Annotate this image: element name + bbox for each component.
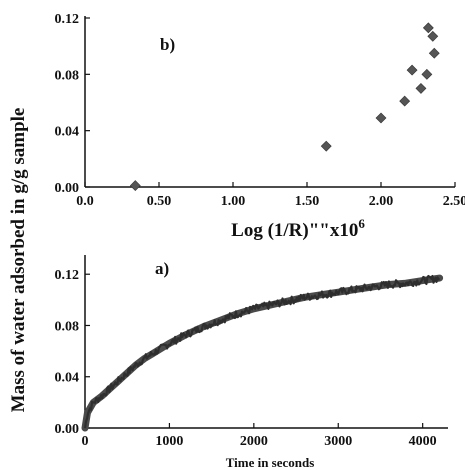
shared-y-axis-label: Mass of water adsorbed in g/g sample bbox=[8, 108, 29, 413]
panel-b-y-tick-label: 0.04 bbox=[55, 125, 80, 140]
panel-a-y-tick-label: 0.08 bbox=[55, 319, 80, 334]
panel-b-x-ticks: 0.0 0.50 1.00 1.50 2.00 2.50 bbox=[76, 182, 465, 209]
panel-a-label: a) bbox=[155, 259, 169, 278]
panel-a-x-tick-label: 1000 bbox=[155, 434, 183, 449]
panel-b-y-tick-label: 0.08 bbox=[55, 68, 80, 83]
panel-b-x-tick-label: 2.50 bbox=[443, 194, 465, 209]
panel-a-axes bbox=[84, 255, 448, 429]
panel-a-x-ticks: 0 1000 2000 3000 4000 bbox=[82, 423, 437, 449]
panel-b-label: b) bbox=[160, 35, 175, 54]
panel-a-series-band bbox=[81, 274, 444, 432]
line-panel-a: 0.00 0.04 0.08 0.12 0 1000 2000 3000 4000 a) Ti… bbox=[55, 255, 448, 470]
panel-a-x-tick-label: 4000 bbox=[409, 434, 437, 449]
panel-b-data-point bbox=[375, 112, 387, 124]
panel-b-points bbox=[129, 22, 440, 192]
panel-b-x-axis-label-main: Log (1/R)""x10 bbox=[231, 220, 358, 241]
panel-a-y-tick-label: 0.12 bbox=[55, 268, 80, 283]
panel-b-data-point bbox=[415, 82, 427, 94]
panel-b-y-ticks: 0.00 0.04 0.08 0.12 bbox=[55, 12, 90, 196]
panel-b-x-axis-label-exponent: 6 bbox=[358, 216, 365, 231]
panel-b-y-tick-label: 0.00 bbox=[55, 181, 80, 196]
scatter-panel-b: 0.00 0.04 0.08 0.12 0.0 0.50 1.00 1.50 2.00 2.50… bbox=[55, 12, 465, 241]
panel-b-data-point bbox=[422, 22, 434, 34]
panel-b-data-point bbox=[399, 95, 411, 107]
panel-a-series-line bbox=[83, 274, 440, 429]
panel-b-data-point bbox=[428, 47, 440, 59]
panel-b-x-tick-label: 0.50 bbox=[147, 194, 172, 209]
panel-a-x-tick-label: 3000 bbox=[324, 434, 352, 449]
panel-a-x-axis-label: Time in seconds bbox=[226, 455, 315, 470]
panel-b-x-tick-label: 1.50 bbox=[295, 194, 320, 209]
panel-b-data-point bbox=[427, 30, 439, 42]
panel-b-data-point bbox=[421, 68, 433, 80]
panel-a-x-tick-label: 2000 bbox=[240, 434, 268, 449]
panel-a-series bbox=[81, 274, 444, 432]
panel-b-data-point bbox=[129, 180, 141, 192]
panel-b-y-tick-label: 0.12 bbox=[55, 12, 80, 27]
panel-b-x-tick-label: 2.00 bbox=[369, 194, 394, 209]
panel-a-y-tick-label: 0.04 bbox=[55, 371, 80, 386]
panel-b-axes bbox=[84, 16, 455, 188]
panel-b-data-point bbox=[406, 64, 418, 76]
panel-b-x-tick-label: 0.0 bbox=[76, 194, 94, 209]
panel-a-y-ticks: 0.00 0.04 0.08 0.12 bbox=[55, 268, 90, 437]
panel-b-x-tick-label: 1.00 bbox=[221, 194, 246, 209]
panel-b-x-axis-label: Log (1/R)""x106 bbox=[231, 216, 365, 241]
panel-a-y-tick-label: 0.00 bbox=[55, 422, 80, 437]
panel-b-data-point bbox=[320, 140, 332, 152]
panel-a-x-tick-label: 0 bbox=[82, 434, 89, 449]
